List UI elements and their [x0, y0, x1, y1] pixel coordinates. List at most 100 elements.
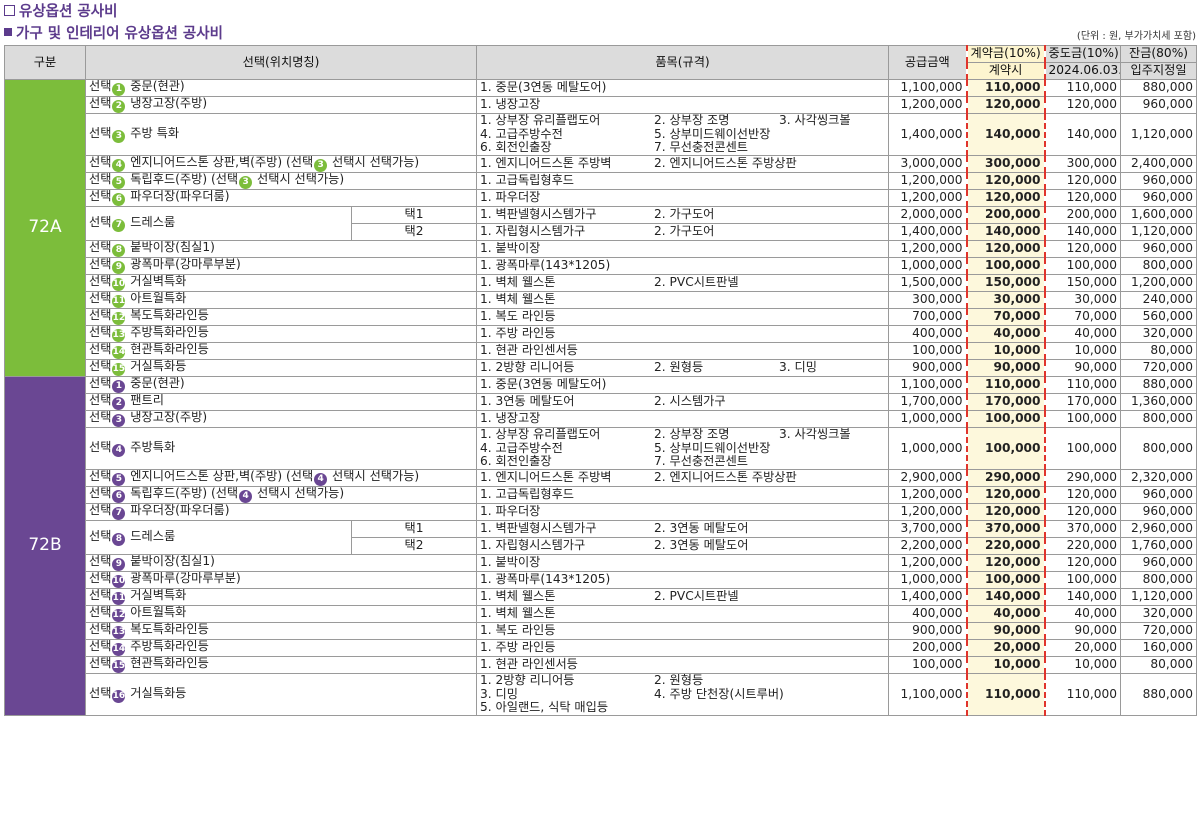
- item-spec: 1. 파우더장: [476, 189, 890, 207]
- option-label: 거실특화등: [126, 685, 187, 700]
- item-spec-entry: [779, 455, 879, 468]
- option-label: 중문(현관): [126, 79, 185, 93]
- supply-amount: 1,200,000: [888, 240, 968, 258]
- option-number-badge: 3: [112, 129, 126, 143]
- balance-payment: 1,200,000: [1120, 274, 1198, 292]
- item-spec-entry: 1. 상부장 유리플랩도어: [480, 113, 601, 128]
- option-number-badge: 1: [112, 83, 126, 96]
- option-label: 파우더장(파우더룸): [126, 503, 230, 517]
- option-prefix: 선택: [89, 274, 112, 288]
- table-row: 선택15 거실특화등 1. 2방향 리니어등 2. 원형등 3. 디밍 900,000 9…: [5, 359, 1198, 377]
- item-spec-entry: 2. 엔지니어드스톤 주방상판: [654, 156, 797, 171]
- option-name: 선택14 주방특화라인등: [84, 639, 478, 657]
- balance-payment: 880,000: [1120, 673, 1198, 716]
- balance-payment: 800,000: [1120, 410, 1198, 428]
- middle-payment: 140,000: [1044, 113, 1122, 156]
- balance-payment: 960,000: [1120, 486, 1198, 504]
- supply-amount: 1,100,000: [888, 79, 968, 97]
- item-spec-entry: 1. 광폭마루(143*1205): [480, 572, 611, 587]
- option-name: 선택 7 파우더장(파우더룸): [84, 503, 478, 521]
- prerequisite-note: 선택시 선택가능): [253, 486, 345, 500]
- contract-payment: 120,000: [965, 96, 1046, 114]
- item-spec-list: 1. 주방 라인등: [480, 641, 885, 655]
- col-header-middle: 중도금(10%): [1044, 45, 1122, 63]
- option-number-badge: 11: [112, 295, 126, 308]
- option-prefix: 선택: [89, 291, 112, 305]
- contract-payment: 120,000: [965, 189, 1046, 207]
- item-spec-entry: 1. 3연동 메탈도어: [480, 394, 575, 409]
- middle-payment: 110,000: [1044, 673, 1122, 716]
- section-title: 유상옵션 공사비: [4, 0, 117, 20]
- option-name: 선택 4 엔지니어드스톤 상판,벽(주방) (선택 3 선택시 선택가능): [84, 155, 478, 173]
- table-row: 선택 2 냉장고장(주방) 1. 냉장고장 1,200,000 120,000 120,0…: [5, 96, 1198, 114]
- contract-payment: 120,000: [965, 172, 1046, 190]
- item-spec-entry: [779, 128, 879, 142]
- table-row: 선택11 거실벽특화 1. 벽체 웰스톤 2. PVC시트판넬 1,400,000 14…: [5, 588, 1198, 606]
- middle-payment: 100,000: [1044, 257, 1122, 275]
- supply-amount: 900,000: [888, 359, 968, 377]
- option-label: 복도특화라인등: [126, 308, 209, 322]
- table-row: 선택 4 엔지니어드스톤 상판,벽(주방) (선택 3 선택시 선택가능) 1. 엔지…: [5, 155, 1198, 173]
- item-spec-entry: 1. 벽판넬형시스템가구: [480, 207, 597, 222]
- option-label: 주방특화: [126, 439, 176, 454]
- contract-payment: 370,000: [965, 520, 1046, 538]
- item-spec-list: 1. 파우더장: [480, 191, 885, 205]
- supply-amount: 1,000,000: [888, 257, 968, 275]
- contract-payment: 140,000: [965, 588, 1046, 606]
- option-prefix: 선택: [89, 96, 112, 110]
- option-label: 엔지니어드스톤 상판,벽(주방) (선택: [126, 469, 314, 483]
- item-spec-entry: 2. 시스템가구: [654, 394, 726, 409]
- supply-amount: 3,000,000: [888, 155, 968, 173]
- contract-payment: 10,000: [965, 342, 1046, 360]
- option-label: 거실벽특화: [126, 274, 187, 288]
- supply-amount: 1,200,000: [888, 172, 968, 190]
- option-name: 선택 5 독립후드(주방) (선택 3 선택시 선택가능): [84, 172, 478, 190]
- table-row: 선택 2 팬트리 1. 3연동 메탈도어 2. 시스템가구 1,700,000 170,0…: [5, 393, 1198, 411]
- supply-amount: 1,200,000: [888, 554, 968, 572]
- balance-payment: 2,400,000: [1120, 155, 1198, 173]
- option-number-badge: 8: [112, 244, 126, 257]
- square-filled-icon: [4, 28, 12, 36]
- item-spec: 1. 중문(3연동 메탈도어): [476, 79, 890, 97]
- option-label: 광폭마루(강마루부분): [126, 571, 241, 585]
- item-spec-entry: 1. 2방향 리니어등: [480, 360, 575, 375]
- balance-payment: 1,760,000: [1120, 537, 1198, 555]
- supply-amount: 1,400,000: [888, 223, 968, 241]
- col-header-item: 품목(규격): [476, 45, 890, 80]
- option-number-badge: 5: [112, 176, 126, 189]
- option-prefix: 선택: [89, 469, 112, 483]
- contract-payment: 40,000: [965, 325, 1046, 343]
- middle-payment: 110,000: [1044, 79, 1122, 97]
- item-spec: 1. 고급독립형후드: [476, 486, 890, 504]
- balance-payment: 1,120,000: [1120, 223, 1198, 241]
- middle-payment: 10,000: [1044, 656, 1122, 674]
- middle-payment: 100,000: [1044, 427, 1122, 470]
- option-prefix: 선택: [89, 528, 112, 543]
- unit-note: (단위 : 원, 부가가치세 포함): [1076, 31, 1196, 42]
- option-cost-table: 구분 선택(위치명칭) 품목(규격) 공급금액 계약금(10%) 중도금(10%…: [4, 45, 1198, 716]
- item-spec-list: 1. 엔지니어드스톤 주방벽 2. 엔지니어드스톤 주방상판: [480, 471, 885, 485]
- item-spec-entry: 1. 중문(3연동 메탈도어): [480, 80, 607, 95]
- prerequisite-number-badge: 3: [239, 176, 253, 189]
- option-label: 주방 특화: [126, 125, 180, 140]
- col-header-contract: 계약금(10%): [965, 45, 1046, 63]
- col-subheader-balance: 입주지정일: [1120, 62, 1198, 80]
- supply-amount: 1,200,000: [888, 96, 968, 114]
- item-spec: 1. 벽체 웰스톤: [476, 605, 890, 623]
- item-spec: 1. 벽체 웰스톤: [476, 291, 890, 309]
- option-prefix: 선택: [89, 155, 112, 169]
- option-name: 선택 7 드레스룸: [85, 206, 352, 241]
- option-prefix: 선택: [89, 685, 112, 700]
- balance-payment: 960,000: [1120, 240, 1198, 258]
- option-name: 선택 5 엔지니어드스톤 상판,벽(주방) (선택 4 선택시 선택가능): [84, 469, 478, 487]
- supply-amount: 1,400,000: [888, 113, 968, 156]
- item-spec-entry: 1. 냉장고장: [480, 411, 541, 426]
- option-number-badge: 12: [112, 609, 126, 622]
- item-spec-entry: 1. 광폭마루(143*1205): [480, 258, 611, 273]
- option-label: 중문(현관): [126, 376, 185, 390]
- contract-payment: 100,000: [965, 257, 1046, 275]
- item-spec-entry: 1. 벽체 웰스톤: [480, 606, 556, 621]
- item-spec: 1. 상부장 유리플랩도어 2. 상부장 조명 3. 사각씽크볼 4. 고급주방수전 5…: [476, 113, 890, 156]
- supply-amount: 1,200,000: [888, 189, 968, 207]
- col-header-supply: 공급금액: [888, 45, 968, 80]
